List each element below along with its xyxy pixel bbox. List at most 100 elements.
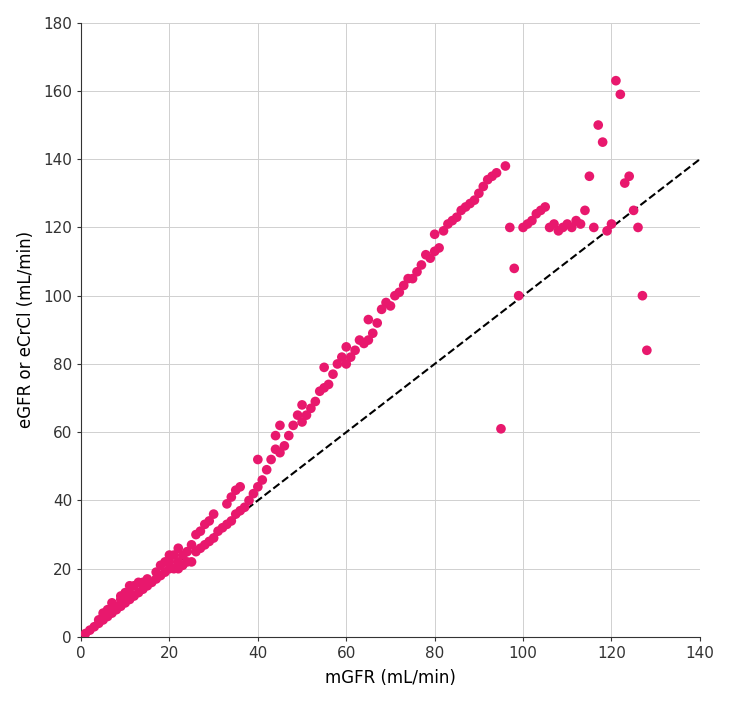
Point: [579, 205, 591, 216]
Point: [164, 563, 175, 574]
Point: [155, 570, 167, 582]
Point: [88, 621, 100, 632]
Point: [526, 215, 538, 226]
Point: [225, 491, 237, 503]
Point: [606, 218, 618, 230]
Point: [106, 608, 118, 619]
Point: [513, 290, 525, 301]
Point: [128, 591, 140, 602]
X-axis label: mGFR (mL/min): mGFR (mL/min): [325, 670, 456, 687]
Point: [469, 194, 480, 206]
Point: [429, 246, 441, 257]
Point: [115, 591, 126, 602]
Point: [583, 170, 595, 182]
Point: [615, 89, 626, 100]
Point: [102, 604, 113, 615]
Point: [239, 502, 251, 513]
Point: [252, 454, 264, 465]
Point: [80, 628, 91, 639]
Point: [296, 399, 308, 410]
Point: [110, 601, 122, 612]
Point: [186, 556, 197, 567]
Point: [119, 587, 131, 598]
Point: [619, 177, 631, 189]
Point: [367, 327, 379, 339]
Point: [425, 253, 436, 264]
Point: [433, 242, 445, 253]
Point: [415, 259, 427, 270]
Point: [194, 526, 206, 537]
Point: [142, 573, 154, 584]
Point: [181, 556, 193, 567]
Point: [97, 608, 109, 619]
Point: [570, 215, 582, 226]
Point: [159, 567, 171, 578]
Point: [274, 420, 286, 431]
Point: [181, 546, 193, 558]
Point: [420, 249, 432, 260]
Point: [132, 587, 144, 598]
Point: [624, 170, 635, 182]
Point: [380, 297, 392, 308]
Point: [460, 201, 471, 213]
Point: [376, 303, 387, 315]
Point: [106, 597, 118, 608]
Point: [283, 430, 295, 441]
Point: [137, 584, 149, 595]
Point: [168, 563, 180, 574]
Point: [190, 546, 202, 558]
Point: [146, 577, 158, 588]
Point: [575, 218, 586, 230]
Point: [341, 358, 352, 370]
Point: [495, 423, 507, 434]
Point: [477, 181, 489, 192]
Point: [164, 556, 175, 567]
Y-axis label: eGFR or eCrCl (mL/min): eGFR or eCrCl (mL/min): [17, 231, 34, 428]
Point: [332, 358, 344, 370]
Point: [309, 396, 321, 407]
Point: [208, 532, 219, 543]
Point: [221, 519, 232, 530]
Point: [341, 341, 352, 353]
Point: [115, 601, 126, 612]
Point: [354, 334, 366, 346]
Point: [124, 587, 135, 598]
Point: [522, 218, 534, 230]
Point: [518, 222, 529, 233]
Point: [102, 608, 113, 619]
Point: [159, 556, 171, 567]
Point: [632, 222, 644, 233]
Point: [592, 120, 604, 131]
Point: [248, 488, 260, 499]
Point: [270, 430, 281, 441]
Point: [287, 420, 299, 431]
Point: [349, 345, 361, 356]
Point: [124, 593, 135, 605]
Point: [142, 580, 154, 591]
Point: [442, 218, 454, 230]
Point: [566, 222, 577, 233]
Point: [398, 279, 409, 291]
Point: [270, 444, 281, 455]
Point: [199, 519, 211, 530]
Point: [482, 174, 493, 185]
Point: [318, 362, 330, 373]
Point: [385, 301, 396, 312]
Point: [531, 208, 542, 220]
Point: [186, 539, 197, 551]
Point: [119, 593, 131, 605]
Point: [455, 205, 467, 216]
Point: [486, 170, 498, 182]
Point: [628, 205, 640, 216]
Point: [553, 225, 564, 237]
Point: [151, 573, 162, 584]
Point: [406, 273, 418, 284]
Point: [279, 440, 290, 451]
Point: [225, 515, 237, 527]
Point: [314, 386, 325, 397]
Point: [300, 410, 312, 421]
Point: [389, 290, 401, 301]
Point: [588, 222, 599, 233]
Point: [371, 318, 383, 329]
Point: [257, 474, 268, 486]
